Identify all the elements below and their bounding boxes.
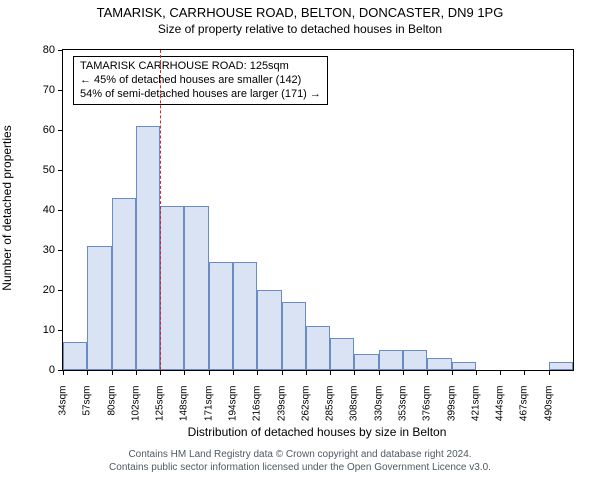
x-tick — [112, 370, 113, 375]
x-tick-label: 444sqm — [495, 384, 506, 422]
histogram-bar — [112, 198, 136, 370]
x-tick — [209, 370, 210, 375]
x-tick — [379, 370, 380, 375]
y-tick-label: 80 — [43, 44, 63, 56]
histogram-bar — [136, 126, 160, 370]
x-tick-label: 399sqm — [446, 384, 457, 422]
x-tick-label: 467sqm — [519, 384, 530, 422]
x-tick — [63, 370, 64, 375]
y-tick-label: 60 — [43, 124, 63, 136]
x-tick — [549, 370, 550, 375]
x-tick — [87, 370, 88, 375]
x-tick — [354, 370, 355, 375]
x-tick-label: 330sqm — [373, 384, 384, 422]
y-tick-label: 70 — [43, 84, 63, 96]
y-tick-label: 50 — [43, 164, 63, 176]
x-tick-label: 148sqm — [179, 384, 190, 422]
y-tick-label: 10 — [43, 324, 63, 336]
reference-line — [160, 50, 161, 370]
histogram-bar — [184, 206, 208, 370]
x-tick — [160, 370, 161, 375]
x-tick — [330, 370, 331, 375]
x-tick-label: 376sqm — [422, 384, 433, 422]
x-tick-label: 194sqm — [228, 384, 239, 422]
annotation-line: 54% of semi-detached houses are larger (… — [80, 88, 321, 102]
histogram-bar — [330, 338, 354, 370]
x-tick-label: 125sqm — [155, 384, 166, 422]
x-tick-label: 353sqm — [398, 384, 409, 422]
histogram-bar — [306, 326, 330, 370]
x-tick — [306, 370, 307, 375]
x-tick-label: 308sqm — [349, 384, 360, 422]
y-tick-label: 0 — [49, 364, 63, 376]
x-tick-label: 216sqm — [252, 384, 263, 422]
x-tick — [136, 370, 137, 375]
histogram-bar — [257, 290, 281, 370]
histogram-bar — [63, 342, 87, 370]
chart-container: TAMARISK, CARRHOUSE ROAD, BELTON, DONCAS… — [0, 0, 600, 500]
x-tick-label: 421sqm — [470, 384, 481, 422]
x-tick — [403, 370, 404, 375]
histogram-bar — [160, 206, 184, 370]
y-tick-label: 20 — [43, 284, 63, 296]
histogram-bar — [233, 262, 257, 370]
histogram-bar — [209, 262, 233, 370]
footer-line: Contains HM Land Registry data © Crown c… — [0, 449, 600, 462]
y-axis-label: Number of detached properties — [0, 108, 14, 308]
chart-subtitle: Size of property relative to detached ho… — [0, 21, 600, 37]
x-tick-label: 285sqm — [325, 384, 336, 422]
annotation-line: TAMARISK CARRHOUSE ROAD: 125sqm — [80, 60, 321, 74]
x-tick-label: 34sqm — [58, 384, 69, 416]
x-tick — [524, 370, 525, 375]
annotation-box: TAMARISK CARRHOUSE ROAD: 125sqm ← 45% of… — [73, 56, 328, 105]
histogram-bar — [403, 350, 427, 370]
x-tick-label: 80sqm — [106, 384, 117, 416]
x-tick-label: 102sqm — [130, 384, 141, 422]
x-tick — [452, 370, 453, 375]
footer-attribution: Contains HM Land Registry data © Crown c… — [0, 449, 600, 474]
x-tick — [257, 370, 258, 375]
histogram-bar — [549, 362, 573, 370]
x-tick-label: 57sqm — [82, 384, 93, 416]
chart-title: TAMARISK, CARRHOUSE ROAD, BELTON, DONCAS… — [0, 0, 600, 21]
x-tick-label: 262sqm — [300, 384, 311, 422]
y-tick-label: 30 — [43, 244, 63, 256]
plot-area: TAMARISK CARRHOUSE ROAD: 125sqm ← 45% of… — [62, 49, 574, 371]
x-tick — [184, 370, 185, 375]
x-tick — [476, 370, 477, 375]
annotation-line: ← 45% of detached houses are smaller (14… — [80, 74, 321, 88]
histogram-bar — [379, 350, 403, 370]
y-tick-label: 40 — [43, 204, 63, 216]
histogram-bar — [354, 354, 378, 370]
histogram-bar — [282, 302, 306, 370]
x-tick-label: 171sqm — [203, 384, 214, 422]
x-tick — [233, 370, 234, 375]
histogram-bar — [452, 362, 476, 370]
x-tick — [427, 370, 428, 375]
footer-line: Contains public sector information licen… — [0, 462, 600, 475]
x-tick-label: 239sqm — [276, 384, 287, 422]
x-tick — [500, 370, 501, 375]
x-tick — [282, 370, 283, 375]
x-axis-label: Distribution of detached houses by size … — [62, 425, 572, 439]
histogram-bar — [427, 358, 451, 370]
x-tick-label: 490sqm — [543, 384, 554, 422]
histogram-bar — [87, 246, 111, 370]
